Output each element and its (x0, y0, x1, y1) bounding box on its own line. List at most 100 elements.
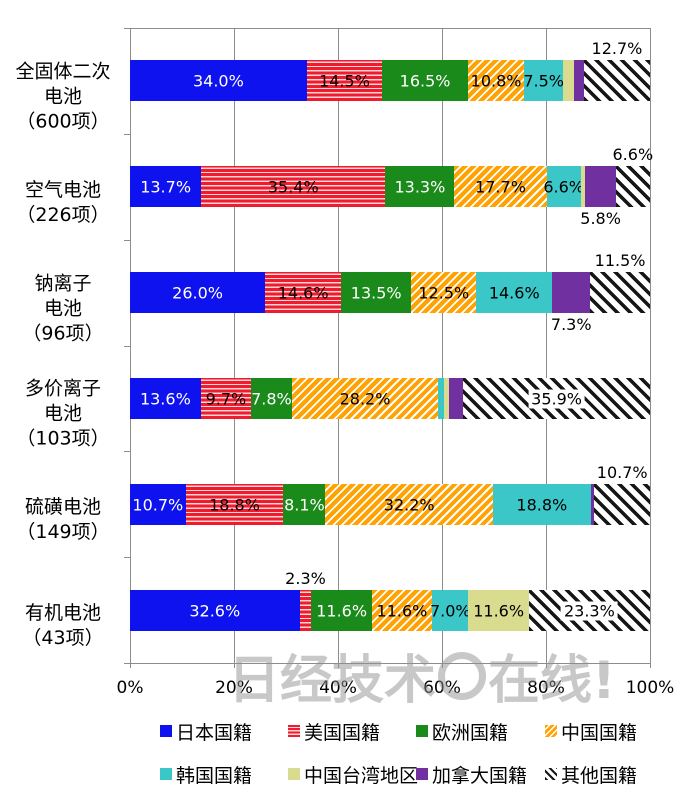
bar-segment: 18.8% (185, 484, 284, 525)
x-axis-tick-label: 40% (319, 678, 357, 698)
segment-value-label: 35.4% (267, 177, 319, 196)
category-label-line: （600项） (16, 110, 110, 133)
legend-swatch-other-icon (545, 768, 557, 780)
x-axis-tick-label: 60% (423, 678, 461, 698)
bar-segment: 35.9% (463, 378, 650, 419)
segment-value-label: 32.2% (383, 495, 435, 514)
category-label-line: 钠离子 (34, 272, 92, 295)
bar-segment: 11.6% (468, 590, 529, 631)
bar-segment: 17.7% (454, 166, 547, 207)
segment-value-label: 28.2% (339, 389, 391, 408)
segment-value-label-outside: 12.7% (591, 39, 643, 58)
y-axis-line (130, 28, 131, 663)
category-label-line: （149项） (16, 521, 110, 544)
y-axis-tick (124, 240, 130, 241)
legend-item-usa: 美国国籍 (288, 721, 380, 744)
category-label-line: 硫磺电池 (24, 496, 101, 519)
category-label: 多价离子 电池 （103项） (0, 377, 126, 452)
segment-value-label: 13.7% (140, 177, 192, 196)
segment-value-label: 35.9% (528, 389, 585, 408)
segment-value-label: 13.3% (394, 177, 446, 196)
bar-segment (583, 60, 650, 101)
bar-row: 13.6% 9.7% 7.8% 28.2% 35.9% (130, 378, 650, 419)
legend-swatch-canada-icon (416, 768, 428, 780)
gridline (442, 28, 443, 663)
category-label-line: 电池 (43, 402, 82, 425)
gridline (650, 28, 651, 663)
bar-segment: 7.5% (523, 60, 564, 101)
bar-segment: 7.0% (429, 590, 471, 631)
segment-value-label: 26.0% (172, 283, 224, 302)
segment-value-label-outside: 7.3% (550, 315, 592, 334)
x-axis-tick-label: 20% (215, 678, 253, 698)
gridline (338, 28, 339, 663)
segment-value-label: 10.7% (132, 495, 184, 514)
legend-label: 中国国籍 (561, 721, 638, 744)
y-axis-tick (124, 663, 130, 664)
bar-segment (563, 60, 574, 101)
legend-swatch-usa-icon (288, 725, 300, 737)
bar-segment (615, 166, 650, 207)
bar-segment (585, 166, 616, 207)
segment-value-label: 11.6% (473, 601, 525, 620)
y-axis-tick (124, 557, 130, 558)
segment-value-label: 14.6% (488, 283, 540, 302)
bar-row: 32.6% 11.6% 11.6% 7.0% 11.6% 23.3% (130, 590, 650, 631)
category-label-line: （96项） (22, 322, 104, 345)
bar-row: 10.7% 18.8% 8.1% 32.2% 18.8% (130, 484, 650, 525)
legend-label: 韩国国籍 (176, 764, 253, 787)
x-axis-line (130, 663, 650, 664)
bar-segment: 16.5% (382, 60, 468, 101)
legend-item-canada: 加拿大国籍 (416, 764, 527, 787)
legend-swatch-japan-icon (160, 725, 172, 737)
bar-segment: 14.5% (306, 60, 383, 101)
bar-segment: 14.6% (265, 272, 342, 313)
bar-row: 26.0% 14.6% 13.5% 12.5% 14.6% (130, 272, 650, 313)
segment-value-label: 11.6% (376, 601, 428, 620)
bar-segment (448, 378, 464, 419)
segment-value-label: 7.0% (429, 601, 471, 620)
watermark-text-right: 在线! (488, 651, 616, 711)
x-axis-tick (338, 663, 339, 668)
legend-label: 欧洲国籍 (432, 721, 509, 744)
legend-swatch-china-icon (545, 725, 557, 737)
bar-segment: 26.0% (130, 272, 266, 313)
y-axis-tick (124, 451, 130, 452)
bar-segment: 28.2% (291, 378, 439, 419)
legend-item-taiwan: 中国台湾地区 (288, 764, 418, 787)
segment-value-label: 32.6% (189, 601, 241, 620)
legend-label: 美国国籍 (304, 721, 381, 744)
bar-segment: 11.6% (311, 590, 372, 631)
segment-value-label: 18.8% (516, 495, 568, 514)
watermark: 日经技术 在线! (228, 638, 616, 713)
segment-value-label: 14.5% (319, 71, 370, 90)
segment-value-label: 16.5% (399, 71, 451, 90)
bar-segment: 6.6% (543, 166, 584, 207)
category-label-line: 全固体二次 (15, 60, 111, 83)
y-axis-tick (124, 28, 130, 29)
segment-value-label: 17.7% (475, 177, 526, 196)
bar-segment: 34.0% (130, 60, 307, 101)
bar-segment (438, 378, 444, 419)
x-axis-tick (650, 663, 651, 668)
segment-value-label: 11.6% (316, 601, 368, 620)
legend-label: 加拿大国籍 (432, 764, 528, 787)
bar-segment: 13.6% (130, 378, 201, 419)
category-label-line: 空气电池 (24, 178, 101, 201)
gridline (546, 28, 547, 663)
y-axis-tick (124, 134, 130, 135)
category-label: 钠离子 电池 （96项） (0, 271, 126, 346)
bar-segment: 13.5% (341, 272, 412, 313)
segment-value-label: 12.5% (418, 283, 470, 302)
x-axis-tick (234, 663, 235, 668)
segment-value-label: 18.8% (209, 495, 260, 514)
legend-item-china: 中国国籍 (545, 721, 637, 744)
legend-item-other: 其他国籍 (545, 764, 637, 787)
category-label: 空气电池 （226项） (0, 178, 126, 228)
segment-value-label: 34.0% (192, 71, 244, 90)
legend-swatch-europe-icon (416, 725, 428, 737)
segment-value-label-outside: 10.7% (596, 463, 648, 482)
category-label-line: 电池 (43, 297, 82, 320)
category-label-line: 有机电池 (24, 602, 101, 625)
